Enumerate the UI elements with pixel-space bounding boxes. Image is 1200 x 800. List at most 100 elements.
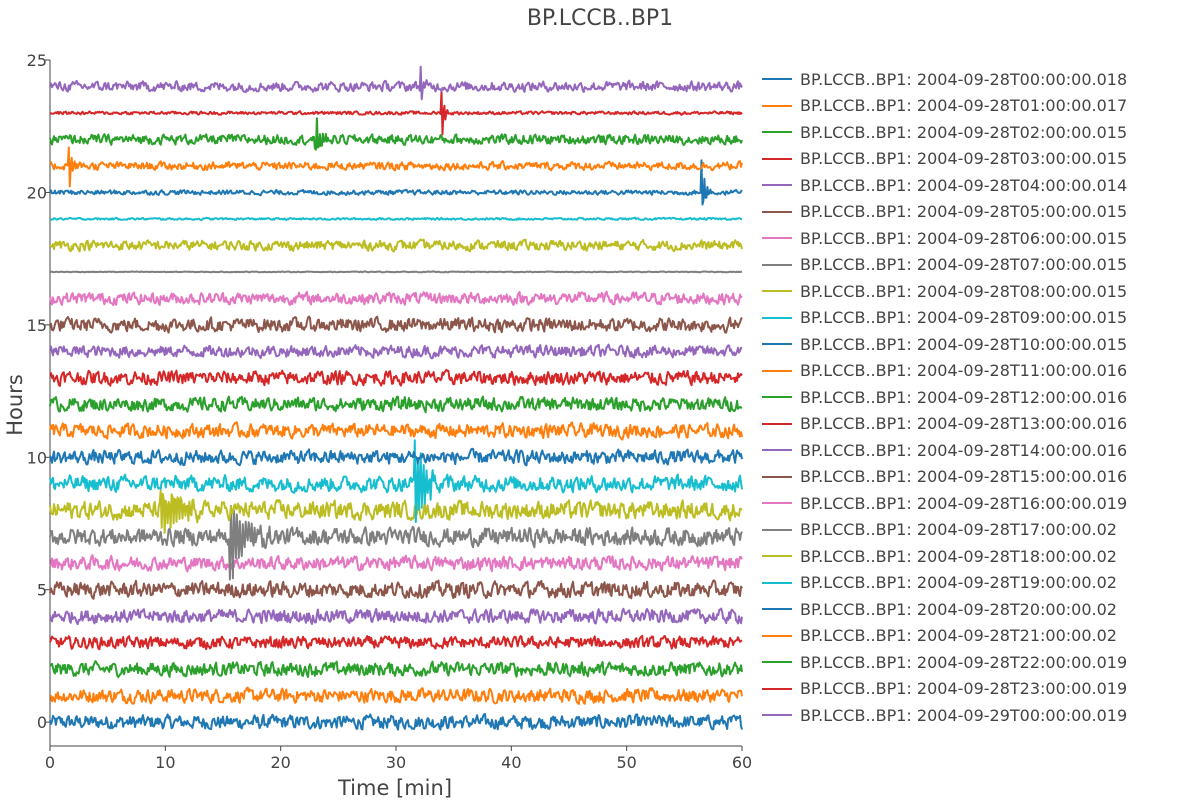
legend-swatch — [762, 210, 792, 213]
legend-label: BP.LCCB..BP1: 2004-09-28T05:00:00.015 — [800, 202, 1128, 222]
legend-label: BP.LCCB..BP1: 2004-09-28T06:00:00.015 — [800, 228, 1128, 248]
legend-label: BP.LCCB..BP1: 2004-09-28T19:00:00.02 — [800, 573, 1117, 593]
traces-group — [49, 65, 743, 731]
x-axis-label: Time [min] — [337, 776, 452, 800]
legend-swatch — [762, 687, 792, 690]
legend-label: BP.LCCB..BP1: 2004-09-28T00:00:00.018 — [800, 69, 1128, 89]
trace-line — [49, 634, 743, 651]
trace-line — [49, 270, 743, 274]
legend-item[interactable]: BP.LCCB..BP1: 2004-09-28T01:00:00.017 — [762, 93, 1127, 120]
legend-label: BP.LCCB..BP1: 2004-09-28T08:00:00.015 — [800, 281, 1128, 301]
legend-swatch — [762, 449, 792, 452]
legend-item[interactable]: BP.LCCB..BP1: 2004-09-29T00:00:00.019 — [762, 702, 1127, 729]
y-tick-label: 15 — [27, 316, 47, 335]
chart-title: BP.LCCB..BP1 — [526, 6, 674, 31]
y-tick-label: 25 — [27, 51, 47, 70]
legend-label: BP.LCCB..BP1: 2004-09-28T13:00:00.016 — [800, 414, 1128, 434]
legend-item[interactable]: BP.LCCB..BP1: 2004-09-28T00:00:00.018 — [762, 66, 1127, 93]
legend-swatch — [762, 104, 792, 107]
legend-label: BP.LCCB..BP1: 2004-09-28T15:00:00.016 — [800, 467, 1128, 487]
x-tick-label: 50 — [616, 753, 636, 772]
legend-swatch — [762, 131, 792, 134]
trace-line — [49, 290, 743, 307]
trace-line — [49, 439, 743, 524]
legend-label: BP.LCCB..BP1: 2004-09-28T02:00:00.015 — [800, 122, 1128, 142]
legend-item[interactable]: BP.LCCB..BP1: 2004-09-28T12:00:00.016 — [762, 384, 1127, 411]
legend-swatch — [762, 661, 792, 664]
legend-item[interactable]: BP.LCCB..BP1: 2004-09-28T09:00:00.015 — [762, 305, 1127, 332]
legend-swatch — [762, 581, 792, 584]
legend-label: BP.LCCB..BP1: 2004-09-28T11:00:00.016 — [800, 361, 1128, 381]
y-tick-label: 20 — [27, 183, 47, 202]
legend-item[interactable]: BP.LCCB..BP1: 2004-09-28T05:00:00.015 — [762, 199, 1127, 226]
legend-item[interactable]: BP.LCCB..BP1: 2004-09-28T15:00:00.016 — [762, 464, 1127, 491]
legend-item[interactable]: BP.LCCB..BP1: 2004-09-28T21:00:00.02 — [762, 623, 1127, 650]
legend-item[interactable]: BP.LCCB..BP1: 2004-09-28T19:00:00.02 — [762, 570, 1127, 597]
legend-label: BP.LCCB..BP1: 2004-09-29T00:00:00.019 — [800, 705, 1128, 725]
x-tick-label: 0 — [45, 753, 55, 772]
trace-line — [49, 421, 743, 441]
legend: BP.LCCB..BP1: 2004-09-28T00:00:00.018 BP.… — [762, 66, 1127, 729]
legend-item[interactable]: BP.LCCB..BP1: 2004-09-28T03:00:00.015 — [762, 146, 1127, 173]
legend-swatch — [762, 714, 792, 717]
legend-swatch — [762, 263, 792, 266]
trace-line — [49, 90, 743, 136]
legend-item[interactable]: BP.LCCB..BP1: 2004-09-28T07:00:00.015 — [762, 252, 1127, 279]
legend-item[interactable]: BP.LCCB..BP1: 2004-09-28T17:00:00.02 — [762, 517, 1127, 544]
legend-swatch — [762, 422, 792, 425]
trace-line — [49, 660, 743, 679]
legend-label: BP.LCCB..BP1: 2004-09-28T16:00:00.019 — [800, 493, 1128, 513]
x-tick-label: 60 — [732, 753, 752, 772]
trace-line — [49, 146, 743, 188]
legend-label: BP.LCCB..BP1: 2004-09-28T07:00:00.015 — [800, 255, 1128, 275]
legend-item[interactable]: BP.LCCB..BP1: 2004-09-28T16:00:00.019 — [762, 490, 1127, 517]
legend-item[interactable]: BP.LCCB..BP1: 2004-09-28T20:00:00.02 — [762, 596, 1127, 623]
legend-swatch — [762, 396, 792, 399]
trace-line — [49, 504, 743, 581]
legend-label: BP.LCCB..BP1: 2004-09-28T04:00:00.014 — [800, 175, 1128, 195]
legend-item[interactable]: BP.LCCB..BP1: 2004-09-28T18:00:00.02 — [762, 543, 1127, 570]
legend-item[interactable]: BP.LCCB..BP1: 2004-09-28T14:00:00.016 — [762, 437, 1127, 464]
legend-label: BP.LCCB..BP1: 2004-09-28T01:00:00.017 — [800, 96, 1128, 116]
legend-label: BP.LCCB..BP1: 2004-09-28T22:00:00.019 — [800, 652, 1128, 672]
legend-item[interactable]: BP.LCCB..BP1: 2004-09-28T13:00:00.016 — [762, 411, 1127, 438]
trace-line — [49, 216, 742, 222]
legend-swatch — [762, 475, 792, 478]
legend-swatch — [762, 528, 792, 531]
trace-line — [49, 579, 743, 600]
legend-label: BP.LCCB..BP1: 2004-09-28T12:00:00.016 — [800, 387, 1128, 407]
y-tick-label: 10 — [27, 448, 47, 467]
legend-swatch — [762, 184, 792, 187]
trace-line — [49, 117, 743, 151]
legend-label: BP.LCCB..BP1: 2004-09-28T09:00:00.015 — [800, 308, 1128, 328]
legend-swatch — [762, 78, 792, 81]
x-tick-label: 30 — [386, 753, 406, 772]
trace-line — [49, 686, 743, 705]
legend-item[interactable]: BP.LCCB..BP1: 2004-09-28T02:00:00.015 — [762, 119, 1127, 146]
legend-item[interactable]: BP.LCCB..BP1: 2004-09-28T11:00:00.016 — [762, 358, 1127, 385]
legend-label: BP.LCCB..BP1: 2004-09-28T17:00:00.02 — [800, 520, 1117, 540]
trace-line — [49, 238, 743, 253]
trace-line — [49, 554, 743, 573]
trace-line — [49, 712, 743, 731]
legend-item[interactable]: BP.LCCB..BP1: 2004-09-28T22:00:00.019 — [762, 649, 1127, 676]
legend-item[interactable]: BP.LCCB..BP1: 2004-09-28T23:00:00.019 — [762, 676, 1127, 703]
legend-item[interactable]: BP.LCCB..BP1: 2004-09-28T08:00:00.015 — [762, 278, 1127, 305]
legend-swatch — [762, 608, 792, 611]
trace-line — [49, 315, 743, 334]
x-tick-label: 10 — [155, 753, 175, 772]
legend-label: BP.LCCB..BP1: 2004-09-28T03:00:00.015 — [800, 149, 1128, 169]
trace-line — [49, 447, 743, 467]
legend-swatch — [762, 290, 792, 293]
legend-label: BP.LCCB..BP1: 2004-09-28T20:00:00.02 — [800, 599, 1117, 619]
legend-item[interactable]: BP.LCCB..BP1: 2004-09-28T10:00:00.015 — [762, 331, 1127, 358]
legend-label: BP.LCCB..BP1: 2004-09-28T23:00:00.019 — [800, 679, 1128, 699]
legend-item[interactable]: BP.LCCB..BP1: 2004-09-28T04:00:00.014 — [762, 172, 1127, 199]
legend-swatch — [762, 369, 792, 372]
legend-label: BP.LCCB..BP1: 2004-09-28T21:00:00.02 — [800, 626, 1117, 646]
legend-item[interactable]: BP.LCCB..BP1: 2004-09-28T06:00:00.015 — [762, 225, 1127, 252]
legend-label: BP.LCCB..BP1: 2004-09-28T10:00:00.015 — [800, 334, 1128, 354]
trace-line — [49, 395, 743, 414]
trace-line — [49, 368, 743, 387]
